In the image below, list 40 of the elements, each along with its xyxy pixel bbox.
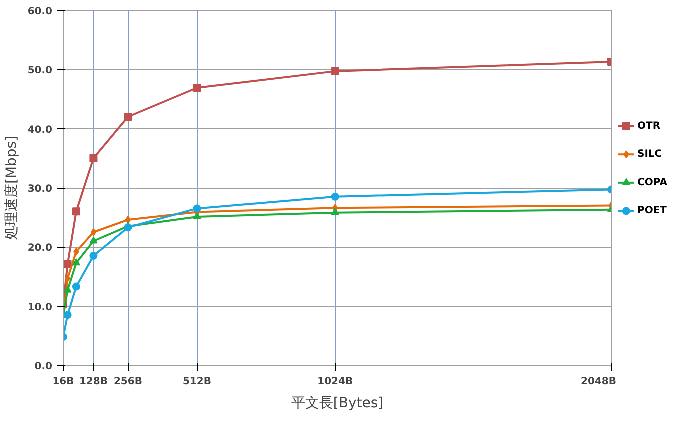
x-tick-label: 128B: [79, 376, 108, 388]
y-tick-label: 20.0: [28, 243, 53, 254]
point: [90, 252, 98, 260]
x-tick-label: 2048B: [581, 376, 617, 388]
y-tick-label: 50.0: [28, 66, 53, 77]
point: [331, 192, 340, 201]
y-tick-label: 40.0: [28, 124, 53, 136]
y-tick-label: 30.0: [28, 184, 53, 195]
point: [72, 258, 80, 266]
point: [90, 154, 98, 162]
point: [64, 274, 71, 283]
point: [72, 282, 80, 291]
y-tick-label: 60.0: [28, 6, 53, 18]
point: [72, 208, 80, 216]
point: [64, 286, 72, 293]
point: [74, 248, 80, 256]
point: [193, 204, 202, 213]
point: [90, 236, 98, 244]
legend-label: SILC: [638, 149, 662, 160]
y-tick-label: 0.0: [34, 362, 53, 372]
point: [90, 228, 97, 236]
point: [331, 208, 340, 216]
point: [124, 224, 132, 232]
legend-label: OTR: [638, 120, 661, 132]
y-axis-title: 処理速度[Mbps]: [4, 136, 20, 240]
point: [124, 113, 132, 121]
legend-label: COPA: [638, 177, 668, 188]
point: [64, 260, 72, 268]
x-tick-label: 256B: [114, 376, 142, 388]
y-tick-label: 10.0: [28, 302, 53, 314]
x-tick-label: 16B: [52, 376, 74, 388]
x-tick-label: 512B: [183, 376, 212, 388]
x-axis-title: 平文長[Bytes]: [291, 396, 384, 412]
point: [125, 216, 132, 224]
point: [193, 212, 202, 220]
point: [64, 311, 72, 320]
legend-label: POET: [638, 206, 668, 217]
point: [331, 67, 340, 76]
point: [193, 84, 202, 92]
x-tick-label: 1024B: [318, 376, 354, 388]
